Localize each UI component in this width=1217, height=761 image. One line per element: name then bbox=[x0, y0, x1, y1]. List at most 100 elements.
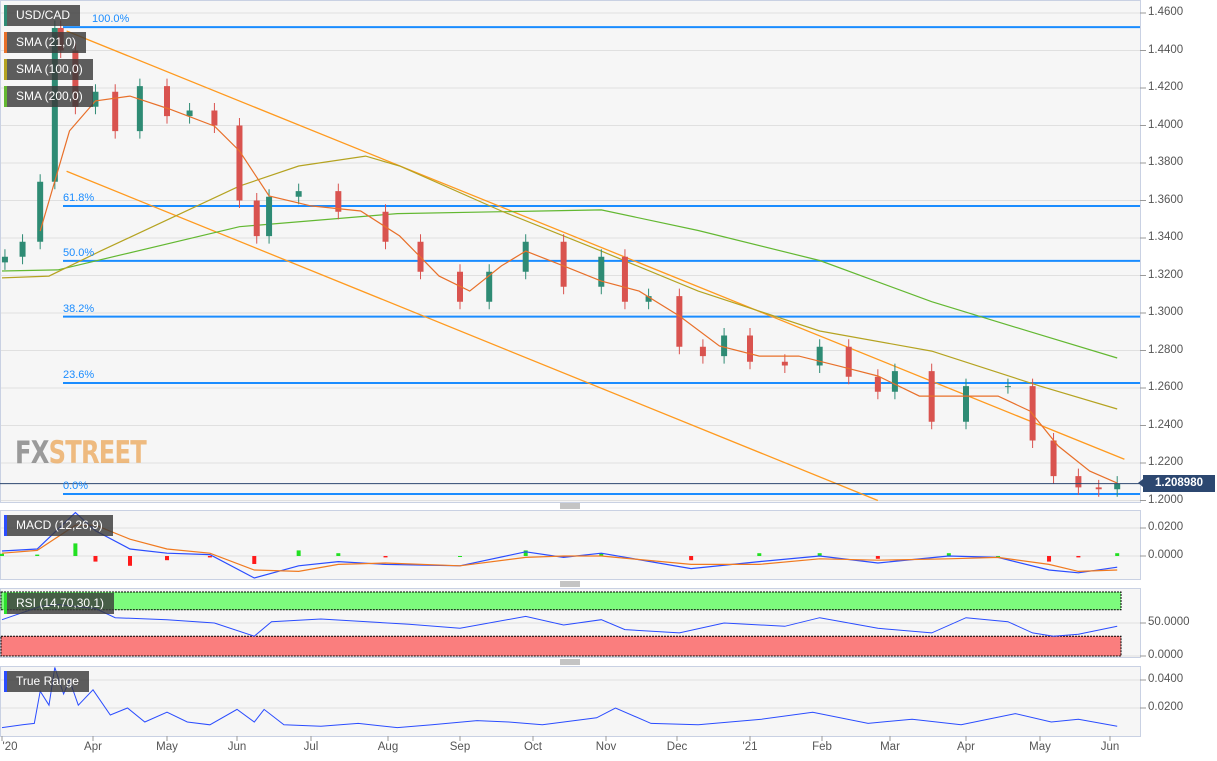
legend-sma200[interactable]: SMA (200,0) bbox=[4, 86, 93, 107]
macd-histogram-bar bbox=[93, 556, 98, 562]
candle bbox=[721, 328, 728, 364]
candle-body bbox=[1, 256, 8, 263]
candle bbox=[598, 249, 605, 295]
fibonacci-level-label: 50.0% bbox=[63, 246, 95, 259]
macd-histogram-bar bbox=[1076, 556, 1081, 558]
macd-histogram-bar bbox=[128, 556, 132, 566]
macd-histogram-bar bbox=[458, 556, 462, 557]
candle-body bbox=[874, 376, 881, 392]
legend-symbol[interactable]: USD/CAD bbox=[4, 5, 81, 26]
candle-body bbox=[92, 91, 99, 107]
candle-body bbox=[486, 271, 493, 302]
price-axis-tick-label: 1.3000 bbox=[1148, 306, 1184, 318]
candle bbox=[747, 328, 753, 370]
candle-body bbox=[598, 256, 605, 287]
macd-axis-tick-label: 0.0200 bbox=[1148, 521, 1184, 533]
price-axis-tick-label: 1.3600 bbox=[1148, 193, 1184, 206]
candle bbox=[845, 339, 852, 385]
candle bbox=[781, 354, 788, 373]
legend-rsi[interactable]: RSI (14,70,30,1) bbox=[4, 593, 115, 614]
price-axis-tick-label: 1.4400 bbox=[1148, 43, 1184, 56]
legend-sma100[interactable]: SMA (100,0) bbox=[4, 59, 93, 80]
candle-body bbox=[211, 110, 218, 126]
time-axis-tick-label: Sep bbox=[449, 741, 471, 753]
candle bbox=[37, 174, 44, 250]
legend-symbol-label: USD/CAD bbox=[16, 8, 71, 22]
legend-sma200-label: SMA (200,0) bbox=[16, 89, 83, 103]
rsi-axis-tick-label: 50.0000 bbox=[1148, 616, 1190, 628]
time-axis-tick-label: Jun bbox=[1100, 741, 1120, 753]
candle-body bbox=[335, 191, 342, 212]
panel-tr bbox=[0, 666, 1141, 737]
macd-histogram-bar bbox=[757, 553, 762, 556]
candle bbox=[816, 339, 823, 373]
price-axis-tick-label: 1.3800 bbox=[1148, 156, 1184, 168]
candle-body bbox=[1075, 476, 1082, 488]
macd-signal-line bbox=[1, 524, 1118, 573]
candle bbox=[522, 234, 529, 280]
macd-histogram-bar bbox=[0, 553, 4, 556]
legend-sma21[interactable]: SMA (21,0) bbox=[4, 32, 87, 53]
time-axis-tick-label: '21 bbox=[742, 741, 758, 753]
candle-body bbox=[253, 200, 260, 237]
macd-histogram-bar bbox=[73, 543, 78, 556]
macd-histogram-bar bbox=[1047, 556, 1052, 562]
candle-body bbox=[621, 256, 628, 302]
legend-rsi-label: RSI (14,70,30,1) bbox=[16, 596, 105, 610]
candle-body bbox=[1050, 440, 1057, 477]
candle bbox=[211, 103, 218, 133]
candle-body bbox=[164, 86, 170, 117]
legend-true-range[interactable]: True Range bbox=[4, 671, 89, 692]
time-axis-tick-label: Dec bbox=[666, 741, 688, 753]
candle-body bbox=[676, 296, 683, 347]
channel-trendline bbox=[66, 170, 879, 502]
candle bbox=[645, 288, 652, 310]
legend-true-range-label: True Range bbox=[16, 674, 79, 688]
logo-street: STREET bbox=[48, 435, 147, 471]
last-price-tag: 1.208980 bbox=[1138, 475, 1215, 492]
time-axis-tick-label: May bbox=[156, 741, 178, 753]
candle bbox=[1095, 479, 1102, 497]
candle-body bbox=[721, 335, 728, 357]
price-axis-tick-label: 1.2200 bbox=[1148, 456, 1184, 468]
fibonacci-level-label: 100.0% bbox=[92, 13, 130, 26]
tr-axis-tick-label: 0.0200 bbox=[1148, 701, 1184, 713]
time-axis-tick-label: Apr bbox=[957, 741, 975, 753]
candle-body bbox=[136, 86, 143, 132]
fibonacci-level-label: 23.6% bbox=[63, 368, 95, 381]
candle-body bbox=[891, 371, 898, 392]
sma200-line bbox=[1, 209, 1118, 359]
candle-body bbox=[112, 91, 119, 132]
fxstreet-logo: FXSTREET bbox=[15, 435, 147, 471]
price-axis-tick-label: 1.3400 bbox=[1148, 231, 1184, 243]
macd-histogram-bar bbox=[599, 553, 604, 556]
macd-histogram-bar bbox=[1115, 553, 1120, 556]
macd-histogram-bar bbox=[165, 556, 169, 561]
macd-histogram-bar bbox=[35, 554, 40, 556]
macd-histogram-bar bbox=[561, 556, 566, 558]
legend-macd[interactable]: MACD (12,26,9) bbox=[4, 515, 113, 536]
candle bbox=[560, 234, 567, 295]
macd-histogram-bar bbox=[946, 553, 951, 556]
time-axis-tick-label: Oct bbox=[524, 741, 542, 753]
price-axis-tick-label: 1.2800 bbox=[1148, 343, 1184, 356]
candle bbox=[1075, 468, 1082, 495]
candle bbox=[112, 84, 119, 139]
time-axis-tick-label: Feb bbox=[812, 741, 832, 753]
sma100-line bbox=[1, 155, 1118, 410]
candle-body bbox=[816, 346, 823, 366]
fibonacci-level-label: 0.0% bbox=[63, 479, 89, 492]
candle bbox=[236, 118, 243, 208]
candle bbox=[136, 78, 143, 139]
candle-body bbox=[19, 241, 26, 257]
legend-sma100-label: SMA (100,0) bbox=[16, 62, 83, 76]
candle bbox=[92, 84, 99, 115]
candle bbox=[295, 183, 302, 205]
price-axis-tick-label: 1.2000 bbox=[1148, 493, 1184, 506]
candle-body bbox=[1095, 487, 1102, 490]
tr-axis-tick-label: 0.0400 bbox=[1148, 673, 1184, 685]
candle bbox=[1004, 378, 1011, 394]
macd-histogram-bar bbox=[875, 556, 880, 559]
legend-sma21-label: SMA (21,0) bbox=[16, 35, 77, 49]
